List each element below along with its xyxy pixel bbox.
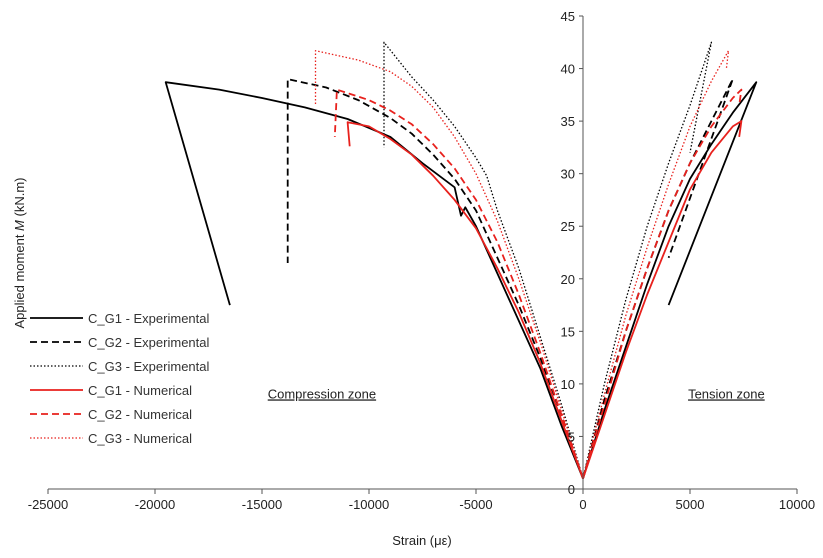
x-tick-label: 10000 — [779, 497, 815, 512]
y-axis-label: Applied moment M (kN.m) — [12, 177, 27, 328]
y-tick-label: 5 — [568, 429, 575, 444]
annotation-1: Compression zone — [268, 386, 376, 401]
legend-label: C_G2 - Experimental — [88, 335, 209, 350]
x-tick-label: -25000 — [28, 497, 68, 512]
axes-layer: -25000 -20000 -15000 -10000 -5000 0 5000 10000 0… — [28, 9, 815, 512]
x-tick-label: -20000 — [135, 497, 175, 512]
y-tick-label: 10 — [561, 377, 575, 392]
x-tick-label: -5000 — [459, 497, 492, 512]
x-tick-label: -15000 — [242, 497, 282, 512]
series-line-1 — [164, 81, 758, 479]
y-tick-label: 45 — [561, 9, 575, 24]
annotation-layer: Compression zone Tension zone — [268, 386, 765, 401]
x-axis-label: Strain (με) — [392, 533, 452, 548]
annotation-2: Tension zone — [688, 386, 765, 401]
series-line-4 — [346, 120, 743, 479]
legend-label: C_G3 - Experimental — [88, 359, 209, 374]
series-line-5 — [333, 88, 743, 479]
x-tick-label: -10000 — [349, 497, 389, 512]
series-line-2 — [286, 78, 734, 479]
x-tick-label: 0 — [579, 497, 586, 512]
series-line-6 — [314, 50, 730, 479]
y-tick-label: 35 — [561, 114, 575, 129]
legend: C_G1 - Experimental C_G2 - Experimental C_… — [30, 311, 209, 446]
legend-label: C_G1 - Numerical — [88, 383, 192, 398]
legend-label: C_G3 - Numerical — [88, 431, 192, 446]
legend-label: C_G2 - Numerical — [88, 407, 192, 422]
series-line-3 — [383, 41, 713, 479]
y-tick-label: 25 — [561, 219, 575, 234]
series-layer — [164, 41, 758, 479]
y-tick-label: 40 — [561, 62, 575, 77]
y-tick-label: 30 — [561, 167, 575, 182]
y-tick-label: 20 — [561, 272, 575, 287]
legend-label: C_G1 - Experimental — [88, 311, 209, 326]
y-tick-label: 15 — [561, 324, 575, 339]
x-tick-label: 5000 — [676, 497, 705, 512]
y-tick-label: 0 — [568, 482, 575, 497]
